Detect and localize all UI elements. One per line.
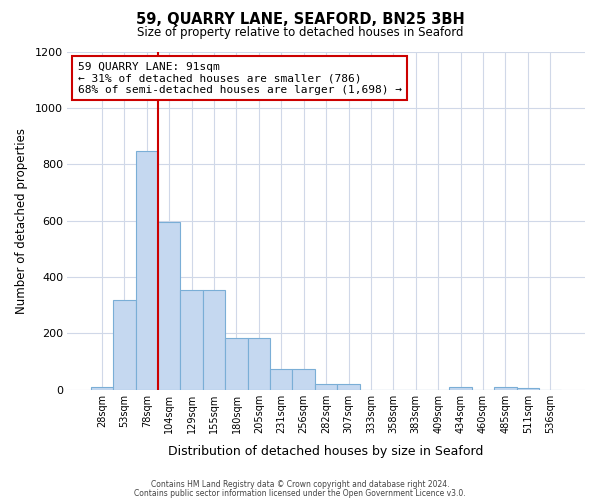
- Bar: [517, 388, 539, 390]
- Bar: [91, 387, 113, 390]
- Bar: [203, 290, 225, 390]
- Y-axis label: Number of detached properties: Number of detached properties: [15, 128, 28, 314]
- X-axis label: Distribution of detached houses by size in Seaford: Distribution of detached houses by size …: [169, 444, 484, 458]
- Bar: [181, 290, 203, 390]
- Bar: [225, 338, 248, 390]
- Text: Size of property relative to detached houses in Seaford: Size of property relative to detached ho…: [137, 26, 463, 39]
- Bar: [292, 368, 315, 390]
- Bar: [270, 368, 292, 390]
- Bar: [449, 387, 472, 390]
- Bar: [494, 387, 517, 390]
- Text: 59, QUARRY LANE, SEAFORD, BN25 3BH: 59, QUARRY LANE, SEAFORD, BN25 3BH: [136, 12, 464, 28]
- Bar: [248, 338, 270, 390]
- Bar: [158, 222, 181, 390]
- Text: 59 QUARRY LANE: 91sqm
← 31% of detached houses are smaller (786)
68% of semi-det: 59 QUARRY LANE: 91sqm ← 31% of detached …: [77, 62, 401, 95]
- Bar: [136, 150, 158, 390]
- Text: Contains HM Land Registry data © Crown copyright and database right 2024.: Contains HM Land Registry data © Crown c…: [151, 480, 449, 489]
- Bar: [113, 300, 136, 390]
- Bar: [315, 384, 337, 390]
- Bar: [337, 384, 360, 390]
- Text: Contains public sector information licensed under the Open Government Licence v3: Contains public sector information licen…: [134, 488, 466, 498]
